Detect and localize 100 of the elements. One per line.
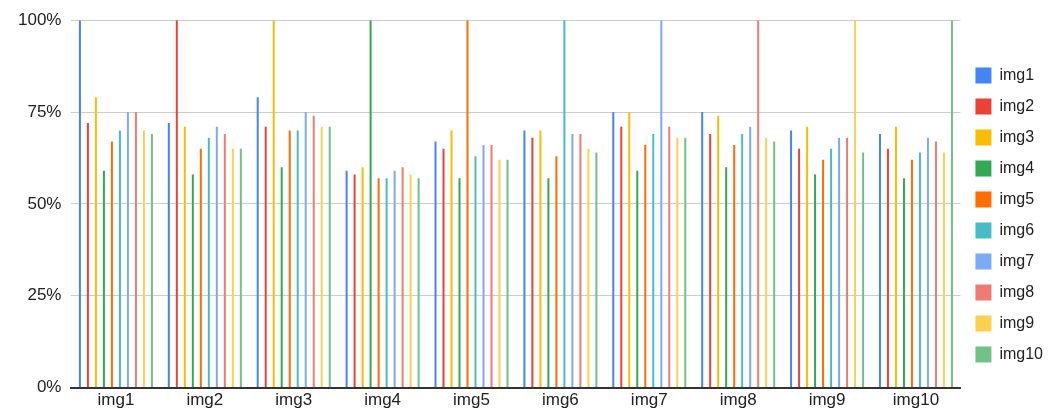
bar [482, 145, 485, 388]
legend-label: img4 [999, 158, 1035, 176]
y-tick-label: 25% [27, 285, 62, 305]
bar [296, 130, 299, 388]
bar [660, 20, 663, 388]
bar [733, 145, 736, 388]
bar [539, 130, 542, 388]
bar [401, 167, 404, 388]
bar [288, 130, 291, 388]
bar [531, 137, 534, 388]
x-tick-label: img9 [808, 390, 846, 410]
bar [749, 126, 752, 388]
bar [134, 112, 137, 388]
bar [175, 20, 178, 388]
bar [612, 112, 615, 388]
bar [328, 126, 331, 388]
bar [926, 137, 929, 388]
bar [652, 134, 655, 388]
bar [191, 174, 194, 388]
bar [345, 170, 348, 388]
bar [717, 115, 720, 388]
y-tick-label: 50% [27, 193, 62, 213]
bar [644, 145, 647, 388]
bar [620, 126, 623, 388]
bar [272, 20, 275, 388]
bar [846, 137, 849, 388]
bar [207, 137, 210, 388]
bar [942, 152, 945, 388]
bar [506, 159, 509, 388]
bar [199, 148, 202, 388]
bar [498, 159, 501, 388]
bar [231, 148, 234, 388]
bar [393, 170, 396, 388]
bar [902, 178, 905, 388]
bar [741, 134, 744, 388]
bar [458, 178, 461, 388]
x-tick-label: img2 [186, 390, 224, 410]
bar [409, 174, 412, 388]
bar [94, 97, 97, 388]
bar [86, 123, 89, 388]
bar [118, 130, 121, 388]
bar [822, 159, 825, 388]
x-tick-label: img8 [719, 390, 757, 410]
bar [950, 20, 953, 388]
bar [910, 159, 913, 388]
x-tick-label: img4 [364, 390, 402, 410]
x-tick-label: img5 [453, 390, 490, 410]
bar [442, 148, 445, 388]
bar [628, 112, 631, 388]
bar [676, 137, 679, 388]
legend-label: img10 [999, 344, 1044, 362]
bar [773, 141, 776, 388]
bar [918, 152, 921, 388]
bar [830, 148, 833, 388]
bar [450, 130, 453, 388]
bar [555, 156, 558, 388]
bar [765, 137, 768, 388]
legend-label: img6 [999, 220, 1035, 238]
bar [183, 126, 186, 388]
bar [709, 134, 712, 388]
bar [361, 167, 364, 388]
bar [878, 134, 881, 388]
bar [304, 112, 307, 388]
bar [595, 152, 598, 388]
bar [466, 20, 469, 388]
bar [215, 126, 218, 388]
bar [320, 126, 323, 388]
bar [142, 130, 145, 388]
bar [377, 178, 380, 388]
bar [838, 137, 841, 388]
bar [571, 134, 574, 388]
bar [256, 97, 259, 388]
y-tick-label: 100% [18, 9, 62, 29]
bar [102, 170, 105, 388]
bar [110, 141, 113, 388]
bar [547, 178, 550, 388]
bar [369, 20, 372, 388]
bar [854, 20, 857, 388]
bar [668, 126, 671, 388]
legend-label: img8 [999, 282, 1035, 300]
x-tick-label: img10 [892, 390, 940, 410]
bar [790, 130, 793, 388]
bar [167, 123, 170, 388]
y-tick-label: 75% [27, 101, 62, 121]
bar [150, 134, 153, 388]
legend-label: img1 [999, 65, 1035, 83]
bar [814, 174, 817, 388]
bar [264, 126, 267, 388]
x-tick-label: img7 [630, 390, 668, 410]
bar [353, 174, 356, 388]
bar [239, 148, 242, 388]
bar [385, 178, 388, 388]
x-tick-label: img6 [541, 390, 579, 410]
bar [474, 156, 477, 388]
bar [894, 126, 897, 388]
x-tick-label: img1 [97, 390, 135, 410]
bar [223, 134, 226, 388]
bar [587, 148, 590, 388]
legend-label: img9 [999, 313, 1035, 331]
bar [280, 167, 283, 388]
